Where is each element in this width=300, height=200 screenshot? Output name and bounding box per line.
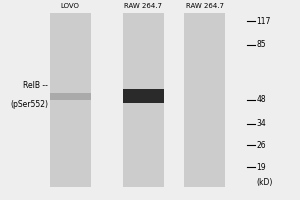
Text: 19: 19 <box>256 163 266 172</box>
Bar <box>50 93 91 100</box>
Text: RAW 264.7: RAW 264.7 <box>186 3 224 9</box>
Bar <box>184 13 225 187</box>
Text: 85: 85 <box>256 40 266 49</box>
Text: 117: 117 <box>256 17 271 26</box>
Text: RelB --: RelB -- <box>23 81 48 90</box>
Text: (kD): (kD) <box>256 178 272 187</box>
Bar <box>123 89 164 103</box>
Bar <box>50 13 91 187</box>
Text: (pSer552): (pSer552) <box>10 100 48 109</box>
Text: 34: 34 <box>256 119 266 128</box>
Text: 48: 48 <box>256 96 266 104</box>
Text: RAW 264.7: RAW 264.7 <box>124 3 162 9</box>
Text: 26: 26 <box>256 141 266 150</box>
Bar <box>123 13 164 187</box>
Text: LOVO: LOVO <box>61 3 80 9</box>
